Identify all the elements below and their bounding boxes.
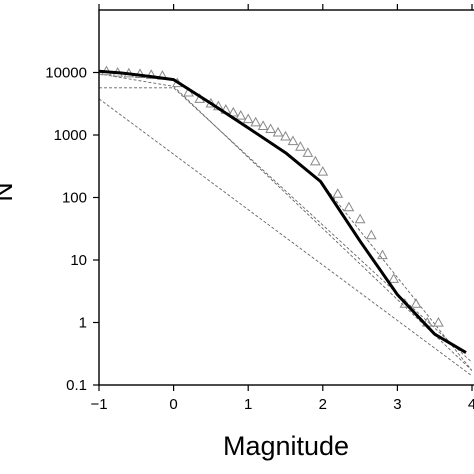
fit-component-dashed-line-2	[99, 73, 472, 371]
observed-point-triangle	[343, 201, 355, 212]
observed-point-triangle	[280, 130, 291, 141]
x-tick-label: 1	[244, 396, 252, 413]
observed-point-triangle	[134, 68, 146, 78]
series-layer	[99, 65, 472, 377]
axes-frame	[98, 9, 474, 386]
x-tick-label: 3	[393, 396, 401, 413]
observed-point-triangle	[250, 116, 262, 127]
observed-point-triangle	[295, 141, 306, 151]
y-tick-label: 0.1	[66, 377, 87, 394]
y-tick-label: 1000	[54, 127, 87, 144]
observed-point-triangle	[145, 69, 157, 79]
x-axis-title: Magnitude	[223, 431, 349, 461]
fit-component-dashed-line-5	[320, 181, 472, 371]
observed-point-triangle	[410, 298, 422, 308]
x-tick-label: 4	[468, 396, 474, 413]
observed-point-triangle	[257, 120, 269, 130]
observed-point-triangle	[265, 123, 276, 134]
y-tick-label: 100	[62, 190, 87, 207]
observed-point-triangle	[433, 316, 444, 327]
model-fit-line	[99, 69, 467, 354]
observed-point-triangle	[309, 155, 321, 166]
observed-point-triangle	[388, 273, 400, 283]
observed-point-triangle	[354, 213, 366, 224]
y-ticks: 0.1 1 10 100 1000 10000	[45, 65, 99, 394]
y-tick-label: 10000	[45, 65, 87, 82]
y-tick-label: 10	[70, 252, 87, 269]
fit-component-dashed-line-4	[99, 98, 472, 377]
x-ticks: −1 0 1 2 3 4	[90, 4, 474, 413]
observed-point-triangle	[365, 229, 377, 240]
observed-point-triangle	[302, 147, 314, 157]
plot-border	[98, 9, 474, 386]
observed-point-triangle	[242, 113, 254, 124]
observed-point-triangle	[377, 249, 388, 260]
observed-point-triangle	[235, 109, 247, 120]
y-tick-label: 1	[79, 315, 87, 332]
observed-point-triangle	[317, 166, 329, 176]
observed-point-triangle	[287, 135, 299, 146]
x-tick-label: 2	[319, 396, 327, 413]
fit-component-dashed-line-3	[99, 87, 472, 363]
x-tick-label: 0	[169, 396, 177, 413]
x-tick-label: −1	[90, 396, 107, 413]
observed-point-triangle	[332, 188, 344, 198]
observed-point-triangle	[227, 106, 239, 117]
observed-point-triangle	[272, 126, 284, 137]
y-axis-title: N	[0, 182, 18, 202]
